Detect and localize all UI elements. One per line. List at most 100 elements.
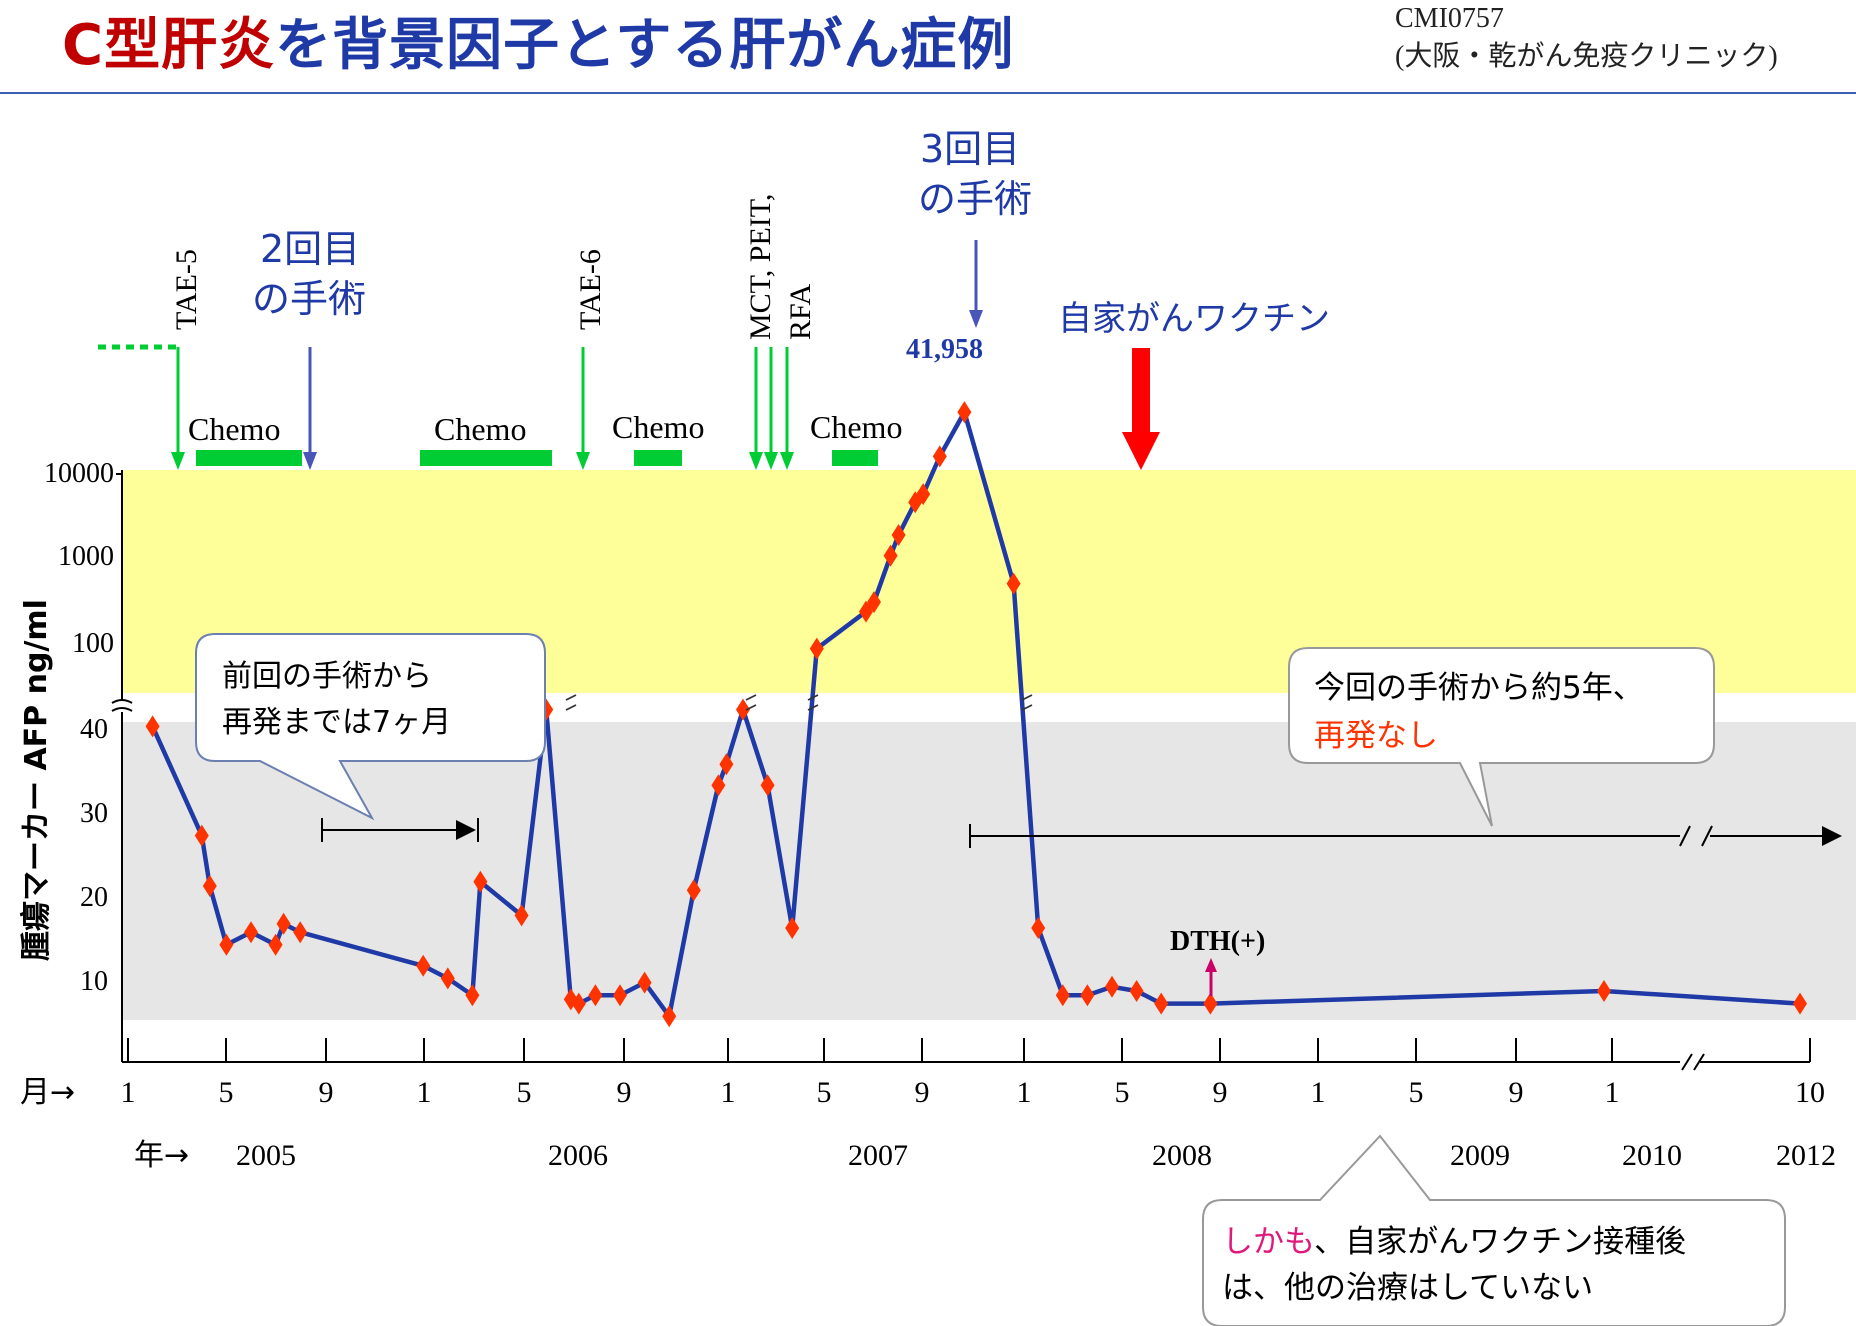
x-month-tick-label: 10 [1795, 1076, 1825, 1109]
callout-3-rest: 、自家がんワクチン接種後 [1314, 1224, 1686, 1260]
y-tick-10000: 10000 [44, 458, 114, 489]
mct-arrowhead-2 [764, 452, 778, 470]
y-tick-100: 100 [72, 628, 114, 659]
tae5-label: TAE-5 [170, 249, 203, 330]
callout-3-highlight: しかも [1222, 1224, 1314, 1260]
callout-2-line1: 今回の手術から約5年、 [1314, 670, 1644, 706]
chemo-bar-1 [196, 450, 302, 466]
afp-data-point [1793, 992, 1807, 1015]
x-month-tick-label: 9 [617, 1076, 632, 1109]
afp-data-point [932, 445, 947, 468]
treatment-arrows [98, 344, 794, 470]
x-month-ticks: 1 5 9 1 5 9 1 5 9 1 5 9 1 5 9 1 10 [121, 1038, 1825, 1109]
rfa-arrowhead [780, 452, 794, 470]
afp-data-point [465, 984, 480, 1007]
peak-label: 41,958 [906, 334, 983, 365]
afp-data-point [686, 879, 701, 902]
chemo-label-3: Chemo [612, 409, 704, 445]
afp-data-point [957, 401, 972, 424]
x-axis-break-mark [1681, 1053, 1705, 1071]
source-block: CMI0757 (大阪・乾がん免疫クリニック) [1395, 0, 1778, 76]
afp-data-point [1597, 980, 1611, 1002]
x-year-label: 2005 [236, 1139, 296, 1172]
title-part1: C型肝炎 [62, 13, 276, 78]
chemo-label-1: Chemo [188, 411, 280, 447]
x-month-tick-label: 5 [1409, 1076, 1424, 1109]
x-year-label: 2007 [848, 1139, 908, 1172]
x-year-labels: 2005 2006 2007 2008 2009 2010 2012 [236, 1139, 1836, 1172]
afp-data-point [473, 870, 488, 893]
callout-3-line1: しかも、自家がんワクチン接種後 [1222, 1224, 1686, 1260]
source-clinic: (大阪・乾がん免疫クリニック) [1395, 41, 1778, 72]
afp-data-point [268, 933, 283, 956]
afp-data-point [662, 1005, 677, 1028]
callout-2-bubble [1288, 647, 1715, 827]
afp-data-point [1055, 984, 1070, 1007]
y-tick-10: 10 [80, 966, 108, 997]
y-tick-20: 20 [80, 882, 108, 913]
afp-data-point [613, 984, 627, 1007]
afp-data-point [514, 904, 529, 927]
rfa-label: RFA [784, 284, 817, 340]
x-year-label: 2010 [1622, 1139, 1682, 1172]
afp-data-point [785, 917, 800, 939]
surgery-2-line1: 2回目 [260, 227, 360, 271]
chemo-bars [196, 450, 878, 466]
chemo-label-2: Chemo [434, 411, 526, 447]
chemo-label-4: Chemo [810, 409, 902, 445]
surgery-2-line2: の手術 [252, 277, 366, 321]
surgery-2-arrowhead [303, 452, 317, 470]
y-axis-title: 腫瘍マーカー AFP ng/ml [19, 599, 54, 961]
callout-1-line2: 再発までは7ヶ月 [222, 705, 451, 740]
title-divider [0, 92, 1856, 94]
afp-data-point [760, 774, 775, 797]
x-year-prefix: 年→ [134, 1138, 189, 1173]
x-month-tick-label: 5 [517, 1076, 532, 1109]
surgery-3-line2: の手術 [918, 177, 1032, 221]
afp-data-point [1105, 975, 1119, 998]
tae5-arrowhead [171, 452, 185, 470]
chemo-bar-4 [832, 450, 878, 466]
dth-arrowhead [1205, 958, 1217, 972]
afp-data-point [1203, 992, 1218, 1015]
x-month-tick-label: 9 [319, 1076, 334, 1109]
source-id: CMI0757 [1395, 3, 1504, 34]
y-tick-40: 40 [80, 714, 108, 745]
chemo-bar-3 [634, 450, 682, 466]
afp-data-point [276, 912, 291, 935]
afp-data-point [145, 715, 160, 738]
title-part2: を背景因子とする肝がん症例 [275, 13, 1015, 78]
mct-arrowhead-1 [749, 452, 763, 470]
afp-data-point [883, 544, 898, 567]
afp-data-point [244, 921, 258, 944]
x-month-tick-label: 9 [915, 1076, 930, 1109]
afp-data-point [1006, 572, 1021, 595]
x-month-tick-label: 5 [817, 1076, 832, 1109]
afp-data-point [202, 875, 217, 897]
x-year-label: 2012 [1776, 1139, 1836, 1172]
afp-data-point [719, 753, 734, 776]
x-month-tick-label: 5 [1115, 1076, 1130, 1109]
surgery-3-line1: 3回目 [920, 127, 1020, 171]
mct-peit-label: MCT, PEIT, [744, 194, 777, 340]
x-month-tick-label: 1 [1017, 1076, 1032, 1109]
y-tick-1000: 1000 [58, 541, 114, 572]
x-month-tick-label: 1 [121, 1076, 136, 1109]
x-month-tick-label: 5 [219, 1076, 234, 1109]
vaccine-arrowhead [1122, 432, 1160, 470]
x-year-label: 2008 [1152, 1139, 1212, 1172]
y-tick-30: 30 [80, 798, 108, 829]
interval-arrow-7-months [321, 818, 479, 842]
callout-3-line2: は、他の治療はしていない [1222, 1270, 1593, 1306]
afp-data-point [1031, 917, 1046, 939]
afp-data-point [711, 774, 726, 797]
vaccine-arrow-shaft [1132, 348, 1150, 436]
afp-data-point [1154, 992, 1169, 1015]
afp-data-point [416, 954, 431, 977]
afp-data-point [194, 824, 209, 847]
callout-1-line1: 前回の手術から [222, 659, 432, 694]
afp-data-point [637, 971, 652, 994]
afp-data-point [891, 524, 906, 547]
afp-data-point [293, 921, 308, 944]
